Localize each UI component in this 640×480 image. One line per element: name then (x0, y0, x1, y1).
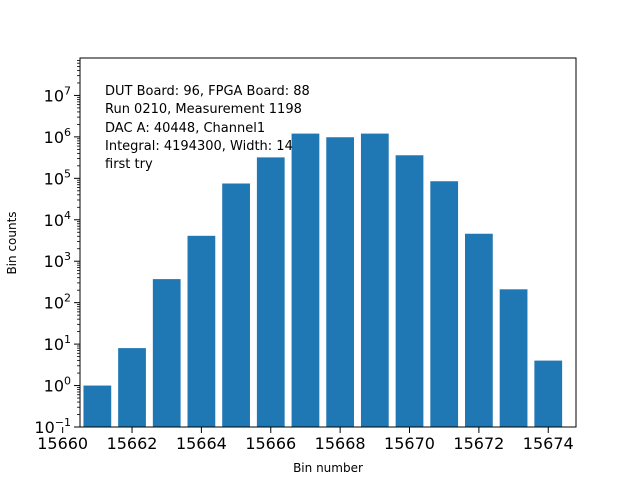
y-tick-label: 106 (44, 126, 71, 147)
x-axis-label: Bin number (293, 461, 363, 475)
annotation-line-4: Integral: 4194300, Width: 14 (105, 139, 293, 154)
bar-15666 (256, 157, 285, 428)
x-tick-label: 15662 (107, 434, 158, 453)
bars-group (83, 133, 563, 428)
annotation-line-3: DAC A: 40448, Channel1 (105, 121, 265, 136)
y-axis-label: Bin counts (5, 211, 19, 274)
plot-frame (79, 57, 577, 428)
annotation-line-1: DUT Board: 96, FPGA Board: 88 (105, 84, 310, 99)
bar-15672 (465, 233, 493, 427)
x-axis-ticks: 15660 15662 15664 15666 15668 15670 15672 15674 (37, 427, 574, 453)
x-tick-label: 15668 (315, 434, 366, 453)
x-tick-label: 15670 (384, 434, 435, 453)
bar-15671 (430, 181, 459, 427)
x-tick-label: 15666 (245, 434, 296, 453)
y-tick-label: 102 (44, 292, 71, 313)
annotation-line-5: first try (105, 157, 153, 172)
bar-15665 (222, 183, 250, 427)
y-tick-label: 104 (44, 209, 71, 230)
bar-15663 (152, 279, 181, 427)
bar-15668 (326, 137, 355, 427)
bar-15669 (360, 133, 389, 427)
y-axis-ticks: 10−1 100 101 102 103 104 105 106 107 (34, 60, 80, 437)
y-tick-label: 107 (44, 84, 71, 105)
bar-15674 (534, 360, 563, 427)
annotation-line-2: Run 0210, Measurement 1198 (105, 102, 302, 117)
bar-15661 (83, 385, 112, 427)
x-tick-label: 15674 (523, 434, 574, 453)
y-tick-label: 105 (44, 167, 71, 188)
bar-15662 (118, 348, 146, 427)
bar-15673 (499, 289, 528, 427)
bar-15667 (291, 133, 320, 427)
x-tick-label: 15672 (453, 434, 504, 453)
y-tick-label: 103 (44, 250, 71, 271)
x-tick-label: 15664 (176, 434, 227, 453)
annotation-text-box: DUT Board: 96, FPGA Board: 88 Run 0210, … (105, 84, 310, 172)
bar-15670 (395, 155, 424, 427)
y-tick-label: 100 (44, 375, 71, 396)
x-tick-label: 15660 (37, 434, 88, 453)
bar-15664 (187, 235, 216, 427)
y-tick-label: 101 (44, 333, 71, 354)
y-tick-label: 10−1 (34, 416, 71, 437)
